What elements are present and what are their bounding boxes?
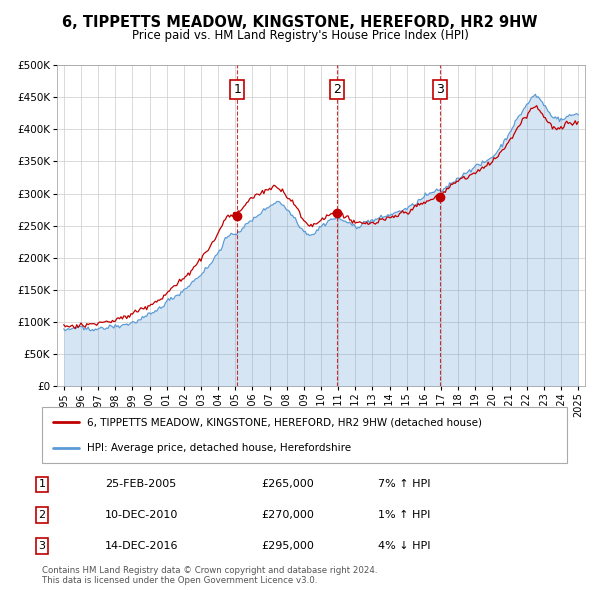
Text: 7% ↑ HPI: 7% ↑ HPI: [378, 480, 431, 489]
Text: 6, TIPPETTS MEADOW, KINGSTONE, HEREFORD, HR2 9HW (detached house): 6, TIPPETTS MEADOW, KINGSTONE, HEREFORD,…: [86, 417, 482, 427]
Text: 6, TIPPETTS MEADOW, KINGSTONE, HEREFORD, HR2 9HW: 6, TIPPETTS MEADOW, KINGSTONE, HEREFORD,…: [62, 15, 538, 30]
Text: 4% ↓ HPI: 4% ↓ HPI: [378, 541, 431, 550]
Text: 1% ↑ HPI: 1% ↑ HPI: [378, 510, 430, 520]
Text: 1: 1: [38, 480, 46, 489]
Text: 1: 1: [233, 83, 241, 96]
FancyBboxPatch shape: [42, 407, 567, 463]
Text: 2: 2: [38, 510, 46, 520]
Text: 3: 3: [436, 83, 444, 96]
Text: 3: 3: [38, 541, 46, 550]
Text: £265,000: £265,000: [261, 480, 314, 489]
Text: 2: 2: [333, 83, 341, 96]
Text: HPI: Average price, detached house, Herefordshire: HPI: Average price, detached house, Here…: [86, 443, 351, 453]
Text: 10-DEC-2010: 10-DEC-2010: [105, 510, 178, 520]
Text: £270,000: £270,000: [261, 510, 314, 520]
Text: Contains HM Land Registry data © Crown copyright and database right 2024.
This d: Contains HM Land Registry data © Crown c…: [42, 566, 377, 585]
Text: £295,000: £295,000: [261, 541, 314, 550]
Text: 25-FEB-2005: 25-FEB-2005: [105, 480, 176, 489]
Text: Price paid vs. HM Land Registry's House Price Index (HPI): Price paid vs. HM Land Registry's House …: [131, 30, 469, 42]
Text: 14-DEC-2016: 14-DEC-2016: [105, 541, 179, 550]
